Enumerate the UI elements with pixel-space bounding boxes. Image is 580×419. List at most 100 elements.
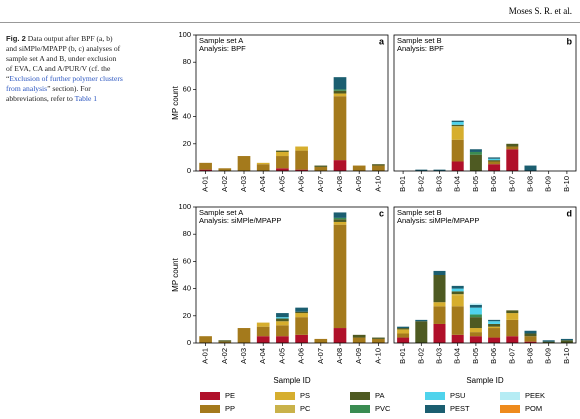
- bar-segment: [333, 96, 347, 161]
- bar-segment: [488, 160, 501, 162]
- caption-table-ref[interactable]: Table 1: [74, 94, 98, 103]
- bar-segment: [488, 326, 501, 329]
- x-tick-label: B-04: [453, 176, 462, 192]
- bar-segment: [295, 169, 308, 171]
- x-tick-label: A-03: [239, 348, 248, 364]
- x-tick-label: A-03: [239, 176, 248, 192]
- panel-label: c: [379, 208, 384, 218]
- bar-segment: [506, 319, 519, 337]
- bar-segment: [256, 162, 270, 165]
- bar-segment: [451, 122, 464, 125]
- x-axis-label: Sample ID: [273, 376, 311, 385]
- x-tick-label: A-02: [220, 176, 229, 192]
- bar-segment: [276, 151, 289, 157]
- bar-segment: [560, 338, 573, 341]
- panel-subtitle: Analysis: siMPle/MPAPP: [397, 216, 479, 225]
- bar-segment: [451, 334, 464, 343]
- bar-segment: [506, 313, 519, 320]
- bar-segment: [488, 321, 501, 324]
- bar-segment: [469, 307, 482, 315]
- bar-segment: [295, 311, 308, 314]
- bar-segment: [506, 310, 519, 314]
- bar-segment: [451, 291, 464, 295]
- bar-segment: [276, 313, 289, 318]
- bar-segment: [295, 317, 308, 335]
- panel-title: Sample set B: [397, 208, 442, 217]
- bar-segment: [451, 126, 464, 128]
- bar-segment: [451, 139, 464, 162]
- bar-segment: [333, 221, 347, 225]
- legend-label: PS: [300, 391, 310, 400]
- bar-segment: [333, 224, 347, 329]
- header-rule: [0, 22, 580, 23]
- x-tick-label: B-02: [416, 176, 425, 192]
- bar-segment: [397, 328, 410, 330]
- x-tick-label: B-01: [398, 176, 407, 192]
- plot-frame: [393, 206, 577, 344]
- bar-segment: [488, 157, 501, 159]
- bar-segment: [451, 285, 464, 289]
- caption-link[interactable]: Exclusion of further polymer clusters fr…: [6, 74, 123, 93]
- bar-segment: [469, 151, 482, 155]
- panel-title: Sample set A: [199, 36, 243, 45]
- legend-label: POM: [525, 404, 542, 413]
- x-tick-label: B-06: [489, 348, 498, 364]
- bar-segment: [237, 156, 251, 171]
- bar-segment: [469, 149, 482, 152]
- panel-subtitle: Analysis: BPF: [199, 44, 246, 53]
- bar-segment: [469, 303, 482, 305]
- x-tick-label: B-10: [562, 348, 571, 364]
- x-tick-label: A-08: [335, 176, 344, 192]
- legend-swatch: [425, 392, 445, 400]
- y-tick-label: 40: [183, 112, 191, 121]
- x-tick-label: A-10: [373, 176, 382, 192]
- y-axis-label: MP count: [171, 85, 180, 119]
- bar-segment: [488, 158, 501, 161]
- y-tick-label: 80: [183, 57, 191, 66]
- bar-segment: [333, 328, 347, 343]
- bar-segment: [469, 328, 482, 333]
- bar-segment: [542, 341, 555, 343]
- y-tick-label: 40: [183, 284, 191, 293]
- bar-segment: [451, 294, 464, 296]
- bar-segment: [295, 146, 308, 151]
- x-tick-label: B-03: [434, 348, 443, 364]
- bar-segment: [295, 313, 308, 318]
- x-tick-label: B-07: [507, 176, 516, 192]
- x-tick-label: A-08: [335, 348, 344, 364]
- bar-segment: [451, 295, 464, 307]
- bar-segment: [372, 338, 385, 343]
- bar-segment: [524, 336, 537, 342]
- bar-segment: [256, 326, 270, 337]
- header: Moses S. R. et al.: [508, 6, 572, 16]
- plot-frame: [195, 34, 389, 172]
- bar-segment: [469, 336, 482, 343]
- legend-swatch: [350, 405, 370, 413]
- bar-segment: [276, 168, 289, 171]
- bar-segment: [542, 340, 555, 342]
- legend-label: PP: [225, 404, 235, 413]
- bar-segment: [469, 317, 482, 329]
- bar-segment: [352, 337, 366, 343]
- x-tick-label: B-04: [453, 348, 462, 364]
- bar-segment: [372, 164, 385, 166]
- legend-label: PC: [300, 404, 311, 413]
- x-tick-label: A-09: [354, 348, 363, 364]
- bar-segment: [415, 319, 428, 322]
- panel-title: Sample set A: [199, 208, 243, 217]
- bar-segment: [433, 169, 446, 171]
- y-tick-label: 100: [178, 30, 191, 39]
- bar-segment: [397, 333, 410, 338]
- legend-swatch: [275, 405, 295, 413]
- bar-segment: [372, 165, 385, 171]
- bar-segment: [295, 334, 308, 343]
- x-tick-label: A-04: [258, 348, 267, 364]
- bar-segment: [199, 162, 212, 170]
- bar-segment: [433, 270, 446, 275]
- y-tick-label: 20: [183, 311, 191, 320]
- bar-segment: [433, 302, 446, 307]
- y-axis-label: MP count: [171, 257, 180, 291]
- bar-segment: [433, 306, 446, 324]
- bar-segment: [469, 332, 482, 337]
